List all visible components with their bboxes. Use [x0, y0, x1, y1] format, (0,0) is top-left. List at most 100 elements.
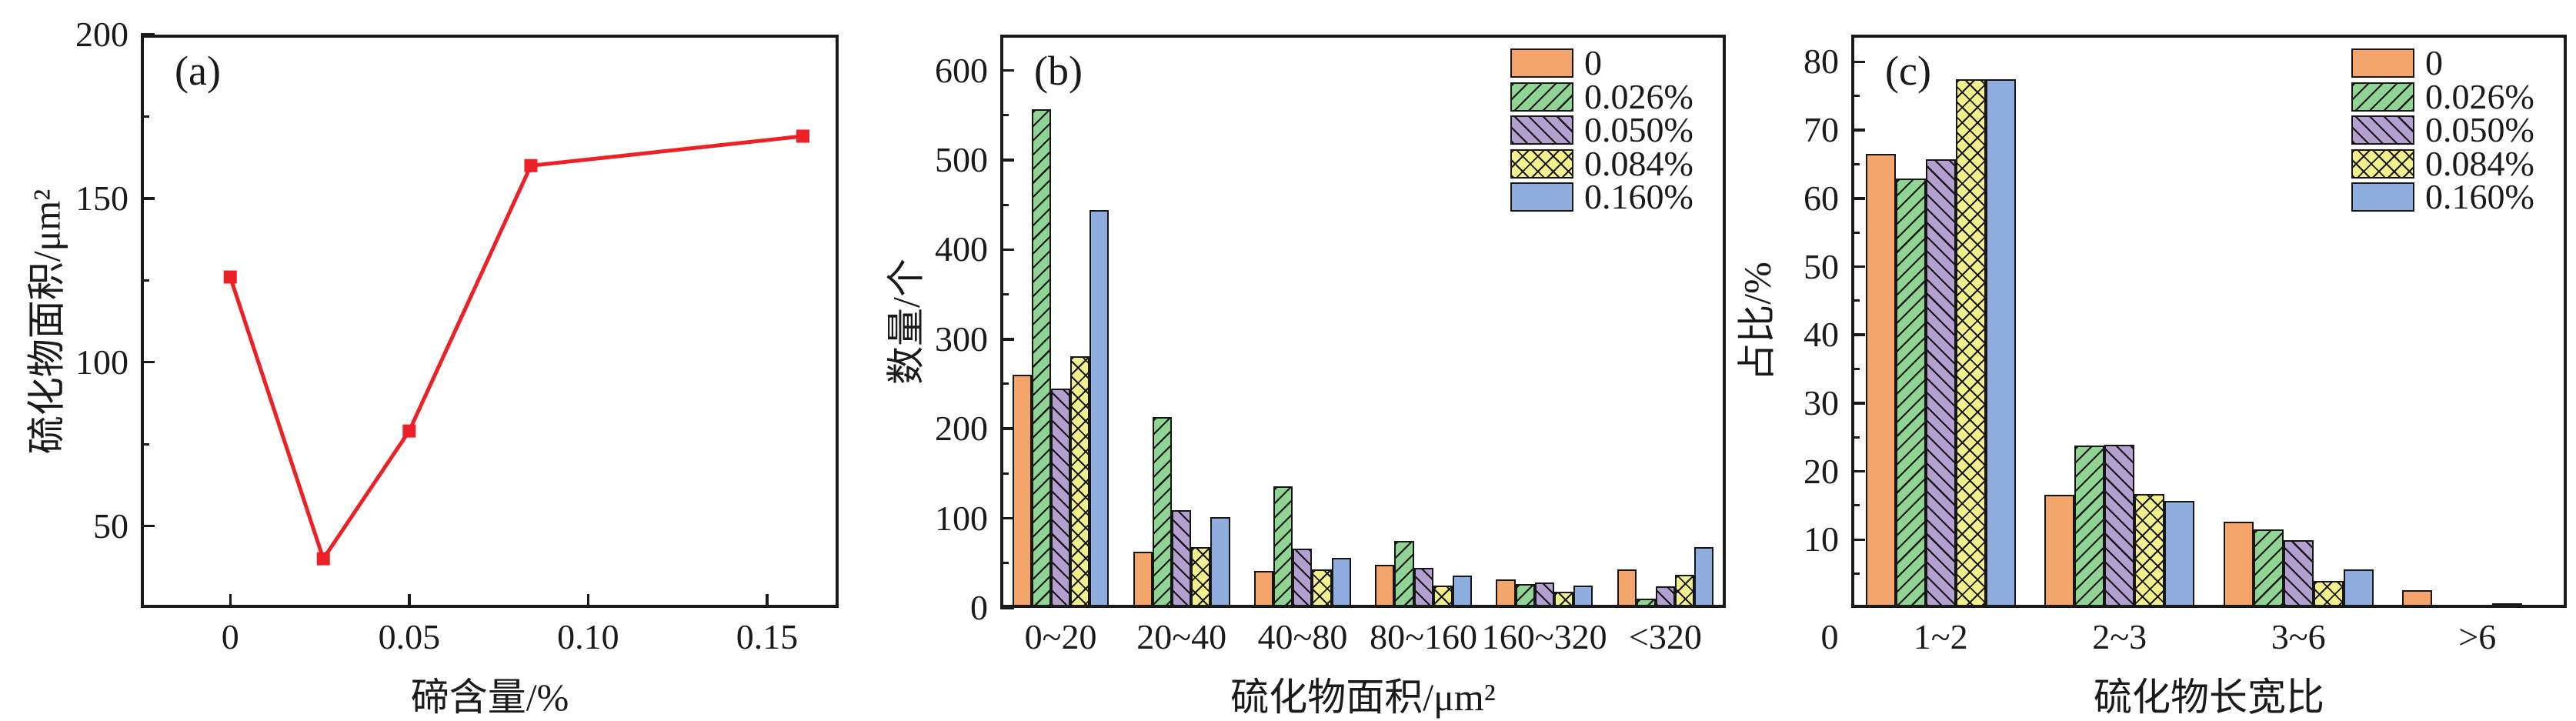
- y-tick-label: 150: [75, 178, 128, 218]
- bar-0.084%-80~160: [1433, 585, 1453, 608]
- legend-label-0.026%: 0.026%: [1584, 76, 1693, 116]
- legend-label-0: 0: [1584, 43, 1602, 82]
- y-minor-tick: [1000, 382, 1009, 386]
- y-tick-label: 60: [1804, 178, 1839, 218]
- y-tick-label: 300: [935, 319, 988, 359]
- bar-0.084%-20~40: [1191, 546, 1211, 608]
- bar-0.084%-<320: [1674, 574, 1695, 608]
- legend-swatch-0: [1510, 48, 1573, 78]
- bar-0.026%->6: [2432, 605, 2463, 608]
- bar-0-2~3: [2044, 494, 2075, 608]
- x-category-label: 40~80: [1257, 617, 1348, 656]
- legend-swatch-0.026%: [1510, 82, 1573, 112]
- bar-0.160%-80~160: [1452, 576, 1472, 608]
- legend-label-0.084%: 0.084%: [1584, 143, 1693, 183]
- legend-label-0.050%: 0.050%: [1584, 110, 1693, 150]
- y-tick-label: 200: [935, 409, 988, 449]
- y-tick-label: 20: [1804, 451, 1839, 491]
- y-major-tick: [1000, 516, 1014, 520]
- y-minor-tick: [1000, 562, 1009, 565]
- panel-a-line-chart: (a) 硫化物面积/μm² 碲含量/% 50 100 150 200 0 0.05 0.10…: [25, 15, 839, 719]
- y-major-tick: [1851, 129, 1865, 132]
- x-axis-title-a: 碲含量/%: [410, 676, 569, 719]
- panel-letter-b: (b): [1034, 48, 1083, 94]
- panel-letter-a: (a): [175, 48, 221, 94]
- y-tick-label: 100: [75, 342, 128, 382]
- y-tick-label: 80: [1804, 42, 1839, 82]
- legend-swatch-0.050%: [2351, 115, 2414, 145]
- y-tick-label: 400: [935, 229, 988, 269]
- y-minor-tick: [141, 442, 149, 446]
- bar-0.084%-2~3: [2134, 493, 2165, 608]
- y-minor-tick: [1851, 95, 1860, 98]
- x-category-label: 0~20: [1024, 617, 1097, 656]
- y-major-tick: [1000, 606, 1014, 609]
- legend-swatch-0: [2351, 48, 2414, 78]
- bar-0.050%-0~20: [1051, 388, 1071, 608]
- bar-0.084%->6: [2492, 603, 2523, 608]
- bar-0.050%-<320: [1655, 586, 1675, 608]
- y-minor-tick: [1000, 293, 1009, 296]
- data-point-marker: [316, 552, 330, 566]
- plot-layer-a: [141, 33, 839, 608]
- legend-swatch-0.050%: [1510, 115, 1573, 145]
- y-major-tick: [1851, 60, 1865, 64]
- y-major-tick: [1000, 159, 1014, 162]
- x-category-label: 80~160: [1370, 617, 1478, 656]
- y-tick-label: 30: [1804, 382, 1839, 422]
- bar-0.026%-160~320: [1515, 583, 1535, 608]
- x-category-label: 1~2: [1913, 617, 1968, 656]
- legend-label-0.050%: 0.050%: [2425, 110, 2534, 150]
- x-tick-label: 0.10: [557, 617, 619, 656]
- legend-swatch-0.026%: [2351, 82, 2414, 112]
- line-path: [228, 134, 803, 563]
- bar-0-160~320: [1496, 579, 1516, 608]
- y-minor-tick: [141, 279, 149, 282]
- x-category-label: <320: [1628, 617, 1702, 656]
- y-major-tick: [1851, 197, 1865, 200]
- data-point-marker: [524, 159, 538, 172]
- x-category-label: >6: [2458, 617, 2497, 656]
- bar-0.160%-0~20: [1089, 210, 1109, 608]
- y-minor-tick: [1000, 203, 1009, 206]
- data-point-marker: [223, 270, 237, 284]
- y-major-tick: [141, 524, 155, 528]
- bar-0.160%-<320: [1694, 546, 1714, 608]
- y-minor-tick: [1851, 504, 1860, 507]
- bar-0.026%-0~20: [1031, 108, 1051, 608]
- bar-0-20~40: [1133, 551, 1153, 608]
- bar-0.026%-20~40: [1153, 417, 1173, 608]
- plot-layer-c: [1851, 35, 2567, 608]
- bar-0.084%-1~2: [1955, 78, 1986, 608]
- y-major-tick: [1851, 333, 1865, 336]
- x-axis-title-c: 硫化物长宽比: [2094, 676, 2324, 719]
- plot-layer-b: [1000, 35, 1726, 609]
- bar-0.160%-160~320: [1573, 585, 1593, 608]
- y-tick-label: 500: [935, 139, 988, 179]
- data-point-marker: [402, 424, 416, 438]
- y-tick-label: 50: [93, 506, 128, 546]
- x-major-tick: [766, 594, 769, 608]
- bar-0.160%-2~3: [2164, 500, 2195, 608]
- bar-0.050%-20~40: [1172, 510, 1192, 608]
- line-series-te-content: [223, 129, 809, 566]
- y-minor-tick: [1851, 436, 1860, 439]
- y-minor-tick: [1851, 163, 1860, 165]
- bar-0.084%-160~320: [1553, 592, 1573, 608]
- y-tick-label: 10: [1804, 519, 1839, 559]
- x-category-label: 3~6: [2271, 617, 2326, 656]
- legend-swatch-0.084%: [1510, 149, 1573, 179]
- y-minor-tick: [1000, 114, 1009, 117]
- x-tick-label: 0: [221, 617, 239, 656]
- bar-0.160%->6: [2522, 605, 2553, 608]
- x-major-tick: [586, 594, 590, 608]
- bar-0.026%-80~160: [1394, 540, 1414, 608]
- y-tick-label: 70: [1804, 110, 1839, 150]
- bar-0.050%-40~80: [1293, 549, 1313, 608]
- bar-0-40~80: [1254, 571, 1274, 608]
- bar-0.160%-3~6: [2343, 569, 2374, 608]
- y-tick-label: 0: [970, 588, 988, 627]
- bar-0.026%-<320: [1636, 599, 1656, 608]
- bar-0.050%-160~320: [1534, 582, 1554, 608]
- bar-0.084%-40~80: [1312, 569, 1332, 608]
